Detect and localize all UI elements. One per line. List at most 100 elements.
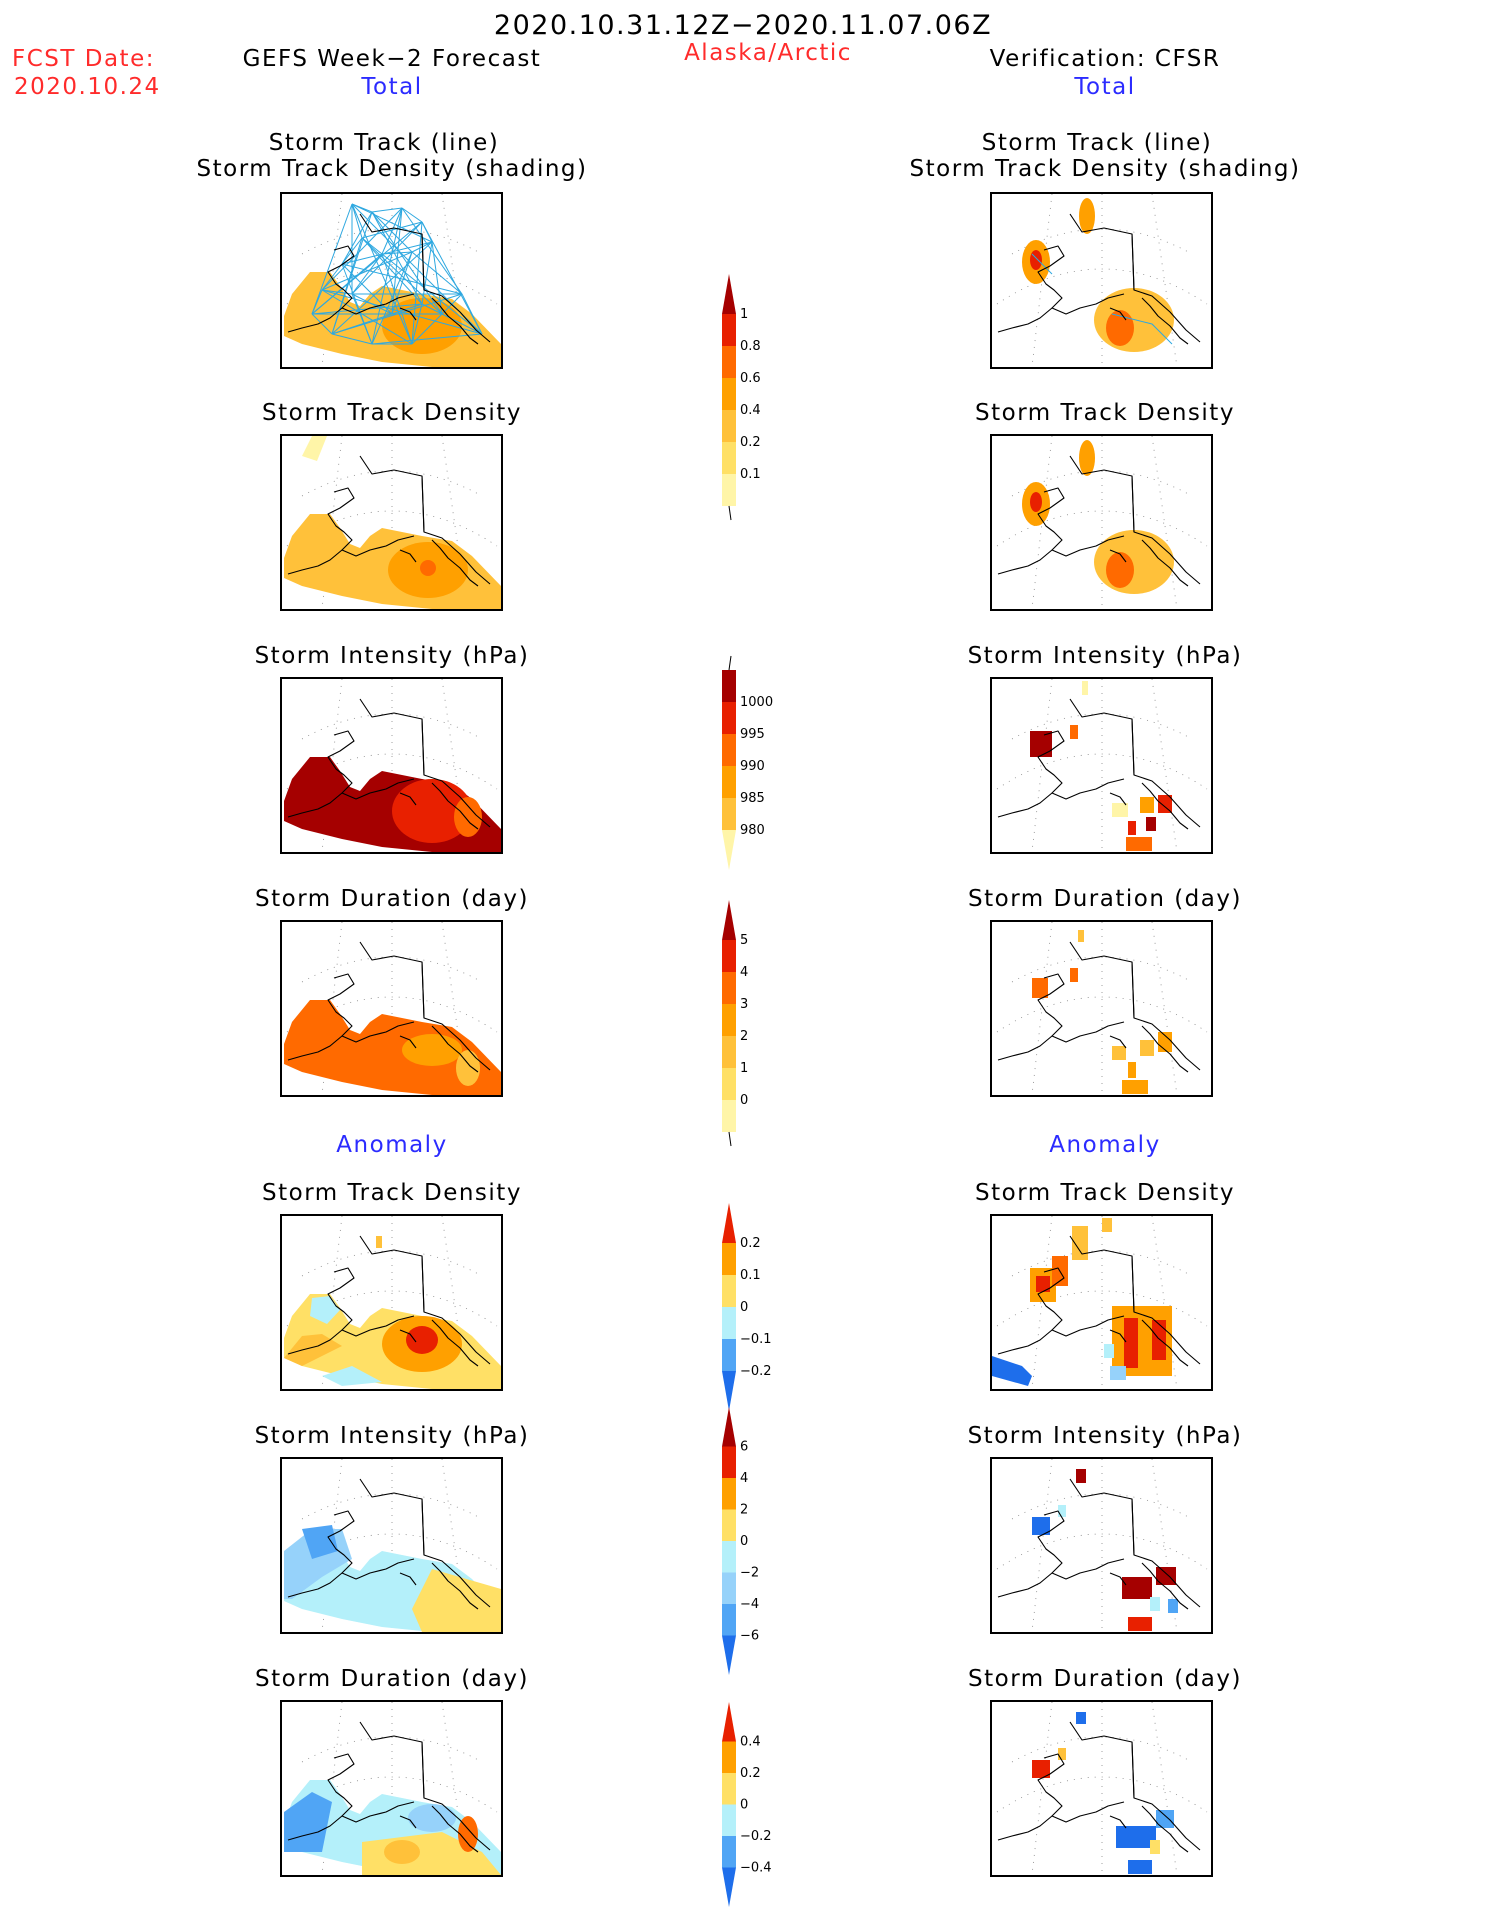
anomaly-core (406, 1326, 438, 1354)
map-gefs-duration (280, 920, 503, 1097)
anomaly-cell (1102, 1218, 1112, 1232)
border (1131, 961, 1135, 1019)
track-line (411, 303, 423, 345)
colorbar-tick-label: −0.2 (740, 1364, 772, 1379)
intensity-region (392, 779, 472, 843)
coast-panhandle (1141, 297, 1189, 345)
aleutians (287, 307, 343, 333)
coast-kodiak (399, 1815, 417, 1829)
colorbar-cell (722, 314, 736, 346)
track-line (341, 211, 373, 265)
border (421, 718, 425, 776)
colorbar-tail (728, 655, 732, 671)
anomaly-cell (1058, 1505, 1066, 1517)
border (421, 1741, 425, 1799)
panel-title-anom-intensity: Storm Intensity (hPa) (254, 1423, 530, 1449)
track-line (361, 237, 423, 305)
anomaly-cell (1032, 1760, 1050, 1778)
anomaly-region (992, 1356, 1032, 1386)
map-cfsr-track (990, 192, 1213, 369)
colorbar-tick-label: 0 (740, 1534, 748, 1549)
anomaly-cell (1168, 1599, 1178, 1613)
coast-kodiak (399, 549, 417, 563)
anomaly-cell (1032, 1517, 1050, 1535)
map-svg (992, 1216, 1208, 1389)
graticule (286, 436, 498, 609)
colorbar-tick-label: 0.4 (740, 403, 761, 418)
map-svg (996, 436, 1208, 609)
colorbar-cell (722, 1509, 736, 1541)
colorbar-tick-label: 0.6 (740, 371, 761, 386)
colorbar: −0.4 −0.2 0 0.2 0.4 (722, 1690, 802, 1923)
track-line (371, 251, 413, 345)
colorbar-tick-label: −0.1 (740, 1332, 772, 1347)
coast-panhandle (1141, 1805, 1189, 1853)
colorbar-tick-label: −0.4 (740, 1861, 772, 1876)
track-line (351, 253, 383, 295)
coastline (287, 213, 491, 345)
graticule-lon (1151, 922, 1178, 1095)
coastline (287, 1478, 491, 1610)
forecast-total-label: Total (361, 74, 423, 100)
colorbar-arrow (722, 830, 736, 870)
anomaly-region (408, 1804, 456, 1832)
colorbar-tick-label: 0 (740, 1798, 748, 1813)
coastline (287, 1235, 491, 1367)
coast-west (327, 1753, 415, 1823)
track-line (321, 207, 403, 291)
map-svg (996, 679, 1208, 852)
map-gefs-intensity (280, 677, 503, 854)
aleutians (997, 1572, 1053, 1598)
colorbar: 0.1 0.2 0.4 0.6 0.8 1 (722, 262, 802, 530)
colorbar-tick-label: 995 (740, 727, 765, 742)
colorbar-tick-label: −2 (740, 1566, 759, 1581)
track-line (341, 263, 463, 295)
border (1131, 718, 1135, 776)
coast-west (327, 730, 415, 800)
coast-west (1037, 1267, 1125, 1337)
colorbar-tick-label: 0.4 (740, 1735, 761, 1750)
coast-kodiak (1109, 1035, 1127, 1049)
colorbar-cell (722, 1275, 736, 1307)
border (421, 1498, 425, 1556)
colorbar: 980 985 990 995 1000 (722, 650, 802, 886)
coast-kodiak (399, 1035, 417, 1049)
coastline (287, 698, 491, 830)
colorbar-tick-label: 2 (740, 1029, 748, 1044)
coastline (997, 1721, 1201, 1853)
track-line (351, 293, 373, 345)
coastline (997, 455, 1201, 587)
track-line (311, 313, 333, 335)
aleutians (287, 1035, 343, 1061)
colorbar-cell (722, 702, 736, 734)
coast-kodiak (399, 1572, 417, 1586)
panel-title-track-density: Storm Track Density (262, 400, 522, 426)
page-title: 2020.10.31.12Z−2020.11.07.06Z (493, 10, 993, 41)
map-cfsr-intensity (990, 677, 1213, 854)
coast-west (1037, 730, 1125, 800)
track-line (331, 333, 373, 345)
colorbar-arrow (722, 1867, 736, 1907)
coast-panhandle (431, 1025, 479, 1073)
coast-west (1037, 1510, 1125, 1580)
map-cfsr-anom-intensity (990, 1457, 1213, 1634)
graticule-lon (1031, 1216, 1053, 1389)
coast-panhandle (431, 1562, 479, 1610)
graticule-lon (1031, 1702, 1053, 1875)
colorbar-svg: −0.2 −0.1 0 0.1 0.2 (722, 1203, 772, 1411)
coast-panhandle (1141, 539, 1189, 587)
duration-cell (1140, 1040, 1154, 1056)
colorbar-cell (722, 1804, 736, 1836)
anomaly-region (412, 1569, 501, 1632)
track-line (321, 251, 413, 291)
colorbar-cell (722, 1604, 736, 1636)
intensity-cell (1146, 817, 1156, 831)
fcst-date-value: 2020.10.24 (14, 74, 161, 100)
graticule (996, 1459, 1208, 1632)
colorbar-cell (722, 1446, 736, 1478)
map-svg (996, 194, 1208, 367)
aleutians (287, 1815, 343, 1841)
map-svg (284, 1459, 501, 1632)
panel-title-anom-intensity: Storm Intensity (hPa) (967, 1423, 1243, 1449)
duration-cell (1032, 978, 1048, 998)
